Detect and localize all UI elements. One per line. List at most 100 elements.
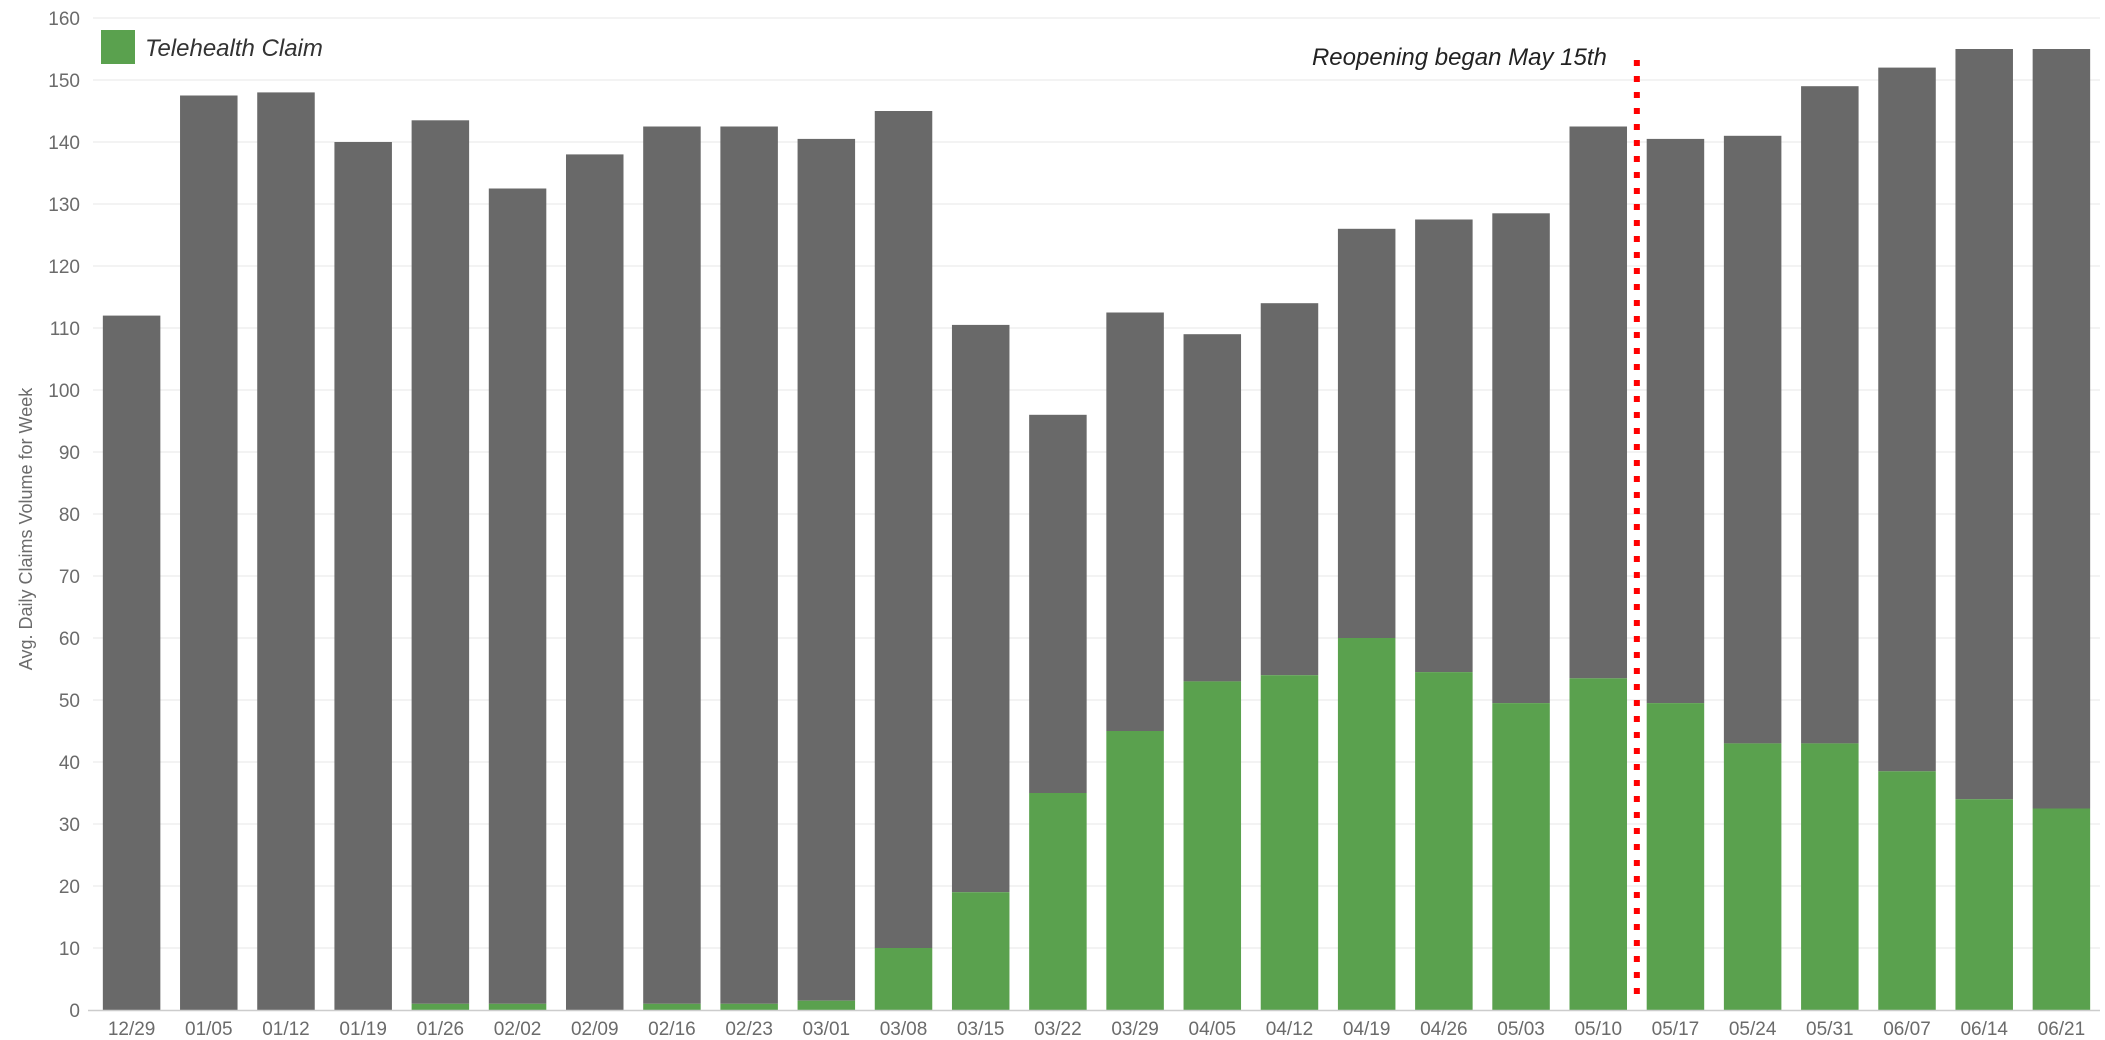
- x-tick-label: 12/29: [108, 1019, 156, 1040]
- legend-swatch-telehealth: [101, 30, 135, 64]
- y-tick-label: 90: [59, 443, 80, 464]
- bar-other-04/26: [1415, 219, 1473, 673]
- bar-other-02/09: [565, 154, 624, 1010]
- x-tick-label: 02/02: [494, 1019, 542, 1040]
- x-tick-label: 04/26: [1420, 1019, 1468, 1040]
- x-tick-label: 06/07: [1883, 1019, 1931, 1040]
- x-tick-label: 02/09: [571, 1019, 619, 1040]
- y-tick-label: 130: [48, 195, 80, 216]
- bar-telehealth-03/22: [1029, 793, 1087, 1010]
- y-tick-label: 140: [48, 133, 80, 154]
- x-tick-label: 05/03: [1497, 1019, 1545, 1040]
- x-tick-label: 01/12: [262, 1019, 310, 1040]
- bar-other-03/29: [1106, 312, 1164, 731]
- legend-label-telehealth: Telehealth Claim: [145, 35, 323, 62]
- x-tick-label: 03/01: [803, 1019, 851, 1040]
- bar-other-04/19: [1337, 228, 1396, 639]
- y-axis-title: Avg. Daily Claims Volume for Week: [16, 387, 36, 670]
- bar-telehealth-06/21: [2032, 808, 2091, 1010]
- y-tick-label: 20: [59, 877, 80, 898]
- y-tick-label: 80: [59, 505, 80, 526]
- x-tick-labels: 12/29 01/05 01/12 01/19 01/26 02/02 02/09 02/16…: [108, 1019, 2085, 1040]
- reopening-annotation: Reopening began May 15th: [1312, 44, 1607, 71]
- bar-other-01/26: [411, 120, 470, 1004]
- x-tick-label: 05/17: [1652, 1019, 1700, 1040]
- bar-telehealth-03/08: [874, 948, 933, 1010]
- y-tick-label: 100: [48, 381, 80, 402]
- bar-other-01/12: [257, 92, 315, 1010]
- bar-other-03/15: [951, 324, 1010, 893]
- x-tick-label: 03/22: [1034, 1019, 1082, 1040]
- bar-other-03/08: [874, 111, 933, 948]
- y-tick-label: 110: [50, 319, 80, 340]
- bar-telehealth-01/26: [411, 1003, 470, 1010]
- bar-other-02/23: [720, 126, 778, 1004]
- x-tick-label: 04/12: [1266, 1019, 1314, 1040]
- bar-telehealth-03/29: [1106, 731, 1164, 1010]
- legend: Telehealth Claim: [101, 30, 323, 64]
- bar-other-02/16: [643, 126, 701, 1004]
- bar-telehealth-05/03: [1492, 703, 1550, 1010]
- bar-other-01/05: [180, 95, 238, 1010]
- bar-telehealth-03/15: [951, 892, 1010, 1010]
- x-tick-label: 05/24: [1729, 1019, 1777, 1040]
- x-tick-label: 03/15: [957, 1019, 1005, 1040]
- bar-telehealth-02/16: [643, 1003, 701, 1010]
- y-tick-label: 70: [59, 567, 80, 588]
- x-tick-label: 01/19: [339, 1019, 387, 1040]
- bar-telehealth-02/23: [720, 1003, 778, 1010]
- bar-telehealth-04/19: [1337, 638, 1396, 1010]
- x-tick-label: 03/08: [880, 1019, 928, 1040]
- x-tick-label: 05/10: [1574, 1019, 1622, 1040]
- bar-other-06/21: [2032, 49, 2091, 809]
- x-tick-label: 02/16: [648, 1019, 696, 1040]
- x-tick-label: 06/14: [1960, 1019, 2008, 1040]
- x-tick-label: 04/19: [1343, 1019, 1391, 1040]
- y-tick-label: 50: [59, 691, 80, 712]
- bar-other-05/31: [1801, 86, 1859, 744]
- bar-telehealth-03/01: [797, 1000, 856, 1010]
- y-tick-label: 40: [59, 753, 80, 774]
- bar-other-04/05: [1183, 334, 1242, 682]
- bars: [102, 49, 2091, 1011]
- bar-other-05/10: [1569, 126, 1628, 679]
- y-tick-label: 160: [48, 9, 80, 30]
- bar-telehealth-05/24: [1723, 743, 1782, 1010]
- bar-telehealth-02/02: [488, 1003, 547, 1010]
- bar-telehealth-04/26: [1415, 672, 1473, 1010]
- bar-other-05/03: [1492, 213, 1550, 704]
- bar-other-05/17: [1646, 138, 1705, 704]
- bar-telehealth-06/07: [1878, 771, 1936, 1010]
- x-tick-label: 01/05: [185, 1019, 233, 1040]
- bar-other-01/19: [334, 142, 392, 1010]
- bar-other-03/22: [1029, 414, 1087, 793]
- bar-telehealth-05/31: [1801, 743, 1859, 1010]
- bar-other-03/01: [797, 138, 856, 1001]
- y-tick-label: 0: [69, 1001, 80, 1022]
- x-tick-label: 01/26: [417, 1019, 465, 1040]
- bar-telehealth-04/05: [1183, 681, 1242, 1010]
- bar-other-12/29: [102, 315, 161, 1011]
- gridlines: [93, 17, 2100, 949]
- bar-other-05/24: [1723, 135, 1782, 744]
- x-tick-label: 02/23: [725, 1019, 773, 1040]
- bar-telehealth-04/12: [1260, 675, 1319, 1010]
- y-tick-label: 150: [48, 71, 80, 92]
- bar-telehealth-06/14: [1955, 799, 2013, 1010]
- bar-other-06/14: [1955, 49, 2013, 800]
- bar-telehealth-05/17: [1646, 703, 1705, 1010]
- x-tick-label: 05/31: [1806, 1019, 1854, 1040]
- bar-other-02/02: [488, 188, 547, 1004]
- x-tick-label: 04/05: [1189, 1019, 1237, 1040]
- x-tick-label: 03/29: [1111, 1019, 1159, 1040]
- bar-other-04/12: [1260, 303, 1319, 676]
- x-tick-label: 06/21: [2038, 1019, 2086, 1040]
- y-tick-label: 30: [59, 815, 80, 836]
- y-tick-labels: 0 10 20 30 40 50 60 70 80 90 100 110 120 130 140 150 160: [48, 9, 80, 1022]
- y-tick-label: 120: [48, 257, 80, 278]
- y-tick-label: 10: [59, 939, 80, 960]
- bar-telehealth-05/10: [1569, 678, 1628, 1010]
- bar-other-06/07: [1878, 67, 1936, 772]
- y-tick-label: 60: [59, 629, 80, 650]
